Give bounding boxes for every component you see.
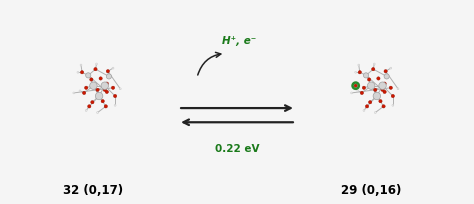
Circle shape bbox=[364, 73, 369, 78]
Circle shape bbox=[106, 74, 111, 79]
Circle shape bbox=[383, 82, 386, 85]
Circle shape bbox=[96, 63, 98, 65]
Circle shape bbox=[79, 90, 81, 92]
Circle shape bbox=[119, 88, 121, 90]
Circle shape bbox=[381, 88, 384, 91]
Circle shape bbox=[91, 101, 94, 104]
Circle shape bbox=[101, 100, 104, 103]
Circle shape bbox=[360, 91, 364, 95]
Circle shape bbox=[392, 104, 394, 106]
Circle shape bbox=[384, 70, 387, 73]
Circle shape bbox=[104, 105, 108, 108]
Circle shape bbox=[97, 112, 99, 113]
Circle shape bbox=[365, 105, 369, 108]
Circle shape bbox=[103, 88, 107, 91]
Circle shape bbox=[390, 67, 392, 69]
Circle shape bbox=[362, 86, 365, 89]
Circle shape bbox=[389, 86, 392, 89]
Circle shape bbox=[384, 74, 389, 79]
Circle shape bbox=[383, 90, 386, 94]
Circle shape bbox=[95, 92, 103, 100]
Circle shape bbox=[114, 104, 116, 106]
Circle shape bbox=[355, 71, 356, 73]
Circle shape bbox=[88, 105, 91, 108]
Circle shape bbox=[113, 94, 117, 98]
Circle shape bbox=[94, 68, 97, 71]
Circle shape bbox=[105, 90, 109, 94]
Circle shape bbox=[357, 90, 359, 92]
Circle shape bbox=[82, 91, 86, 95]
Circle shape bbox=[90, 82, 97, 89]
Circle shape bbox=[367, 78, 371, 81]
Circle shape bbox=[379, 82, 386, 89]
Circle shape bbox=[374, 63, 375, 65]
Circle shape bbox=[374, 112, 376, 113]
Circle shape bbox=[358, 71, 362, 74]
Circle shape bbox=[391, 94, 394, 98]
Text: 29 (0,16): 29 (0,16) bbox=[341, 184, 401, 197]
Circle shape bbox=[81, 71, 84, 74]
Circle shape bbox=[85, 110, 87, 111]
Text: H⁺, e⁻: H⁺, e⁻ bbox=[222, 36, 256, 46]
Circle shape bbox=[354, 84, 357, 87]
Circle shape bbox=[363, 110, 365, 111]
Circle shape bbox=[80, 64, 82, 66]
Circle shape bbox=[86, 73, 91, 78]
Circle shape bbox=[101, 82, 109, 89]
Circle shape bbox=[351, 92, 353, 94]
FancyArrowPatch shape bbox=[198, 52, 221, 75]
Circle shape bbox=[96, 88, 99, 91]
Circle shape bbox=[397, 88, 399, 90]
Circle shape bbox=[373, 92, 381, 100]
Circle shape bbox=[382, 105, 385, 108]
Circle shape bbox=[105, 82, 109, 85]
Circle shape bbox=[111, 86, 115, 89]
Circle shape bbox=[372, 68, 375, 71]
Circle shape bbox=[106, 70, 109, 73]
Text: 0.22 eV: 0.22 eV bbox=[215, 144, 259, 154]
Circle shape bbox=[358, 64, 360, 66]
Circle shape bbox=[90, 78, 93, 81]
Circle shape bbox=[367, 82, 375, 89]
Circle shape bbox=[84, 86, 88, 89]
Circle shape bbox=[368, 101, 372, 104]
Circle shape bbox=[73, 92, 75, 94]
Circle shape bbox=[112, 67, 114, 69]
Circle shape bbox=[379, 100, 382, 103]
Text: 32 (0,17): 32 (0,17) bbox=[64, 184, 123, 197]
Circle shape bbox=[99, 77, 102, 80]
Circle shape bbox=[77, 71, 79, 73]
Circle shape bbox=[377, 77, 380, 80]
Circle shape bbox=[374, 88, 377, 91]
